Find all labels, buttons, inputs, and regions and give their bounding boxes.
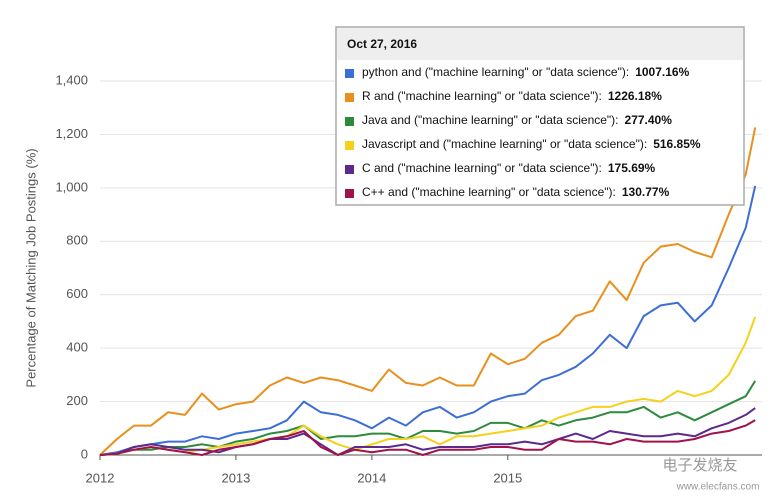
tooltip-value: 1007.16% bbox=[635, 65, 689, 79]
tooltip-value: 277.40% bbox=[625, 113, 673, 127]
tooltip-item: C and ("machine learning" or "data scien… bbox=[362, 161, 656, 175]
tooltip-swatch bbox=[345, 93, 354, 102]
y-tick-label: 600 bbox=[66, 286, 88, 301]
y-tick-label: 1,000 bbox=[55, 179, 88, 194]
tooltip-item: Java and ("machine learning" or "data sc… bbox=[362, 113, 672, 127]
x-tick-label: 2015 bbox=[493, 470, 522, 485]
series-line bbox=[99, 380, 757, 456]
x-tick-label: 2012 bbox=[86, 470, 115, 485]
tooltip-separator: : bbox=[626, 65, 629, 79]
x-tick-label: 2014 bbox=[357, 470, 386, 485]
tooltip-separator: : bbox=[644, 137, 647, 151]
series-line bbox=[99, 185, 757, 456]
tooltip-item: C++ and ("machine learning" or "data sci… bbox=[362, 185, 670, 199]
series-line bbox=[99, 127, 757, 456]
y-tick-label: 800 bbox=[66, 233, 88, 248]
tooltip-series-name: R and ("machine learning" or "data scien… bbox=[362, 89, 599, 103]
tooltip-item: python and ("machine learning" or "data … bbox=[362, 65, 690, 79]
tooltip-swatch bbox=[345, 141, 354, 150]
tooltip: Oct 27, 2016 python and ("machine learnin… bbox=[335, 26, 745, 206]
tooltip-value: 175.69% bbox=[608, 161, 656, 175]
tooltip-swatch bbox=[345, 69, 354, 78]
y-tick-label: 400 bbox=[66, 340, 88, 355]
y-tick-label: 0 bbox=[81, 446, 88, 461]
tooltip-separator: : bbox=[599, 161, 602, 175]
watermark-url: www.elecfans.com bbox=[676, 482, 760, 493]
tooltip-separator: : bbox=[615, 113, 618, 127]
tooltip-separator: : bbox=[613, 185, 616, 199]
tooltip-series-name: python and ("machine learning" or "data … bbox=[362, 65, 626, 79]
series-line bbox=[99, 407, 756, 456]
tooltip-value: 130.77% bbox=[622, 185, 670, 199]
watermark: 电子发烧友 bbox=[662, 457, 737, 474]
tooltip-swatch bbox=[345, 165, 354, 174]
tooltip-series-name: Java and ("machine learning" or "data sc… bbox=[362, 113, 615, 127]
tooltip-swatch bbox=[345, 189, 354, 198]
y-tick-label: 1,400 bbox=[55, 72, 88, 87]
tooltip-date: Oct 27, 2016 bbox=[347, 37, 417, 51]
tooltip-value: 1226.18% bbox=[608, 89, 662, 103]
tooltip-separator: : bbox=[599, 89, 602, 103]
tooltip-header bbox=[337, 28, 743, 60]
tooltip-series-name: C++ and ("machine learning" or "data sci… bbox=[362, 185, 613, 199]
tooltip-series-name: Javascript and ("machine learning" or "d… bbox=[362, 137, 644, 151]
y-tick-label: 1,200 bbox=[55, 126, 88, 141]
x-tick-label: 2013 bbox=[221, 470, 250, 485]
series-line bbox=[99, 419, 756, 456]
y-axis-label: Percentage of Matching Job Postings (%) bbox=[23, 148, 38, 387]
tooltip-item: R and ("machine learning" or "data scien… bbox=[362, 89, 662, 103]
series-line bbox=[99, 316, 757, 456]
tooltip-series-name: C and ("machine learning" or "data scien… bbox=[362, 161, 599, 175]
tooltip-swatch bbox=[345, 117, 354, 126]
y-tick-label: 200 bbox=[66, 393, 88, 408]
tooltip-item: Javascript and ("machine learning" or "d… bbox=[362, 137, 701, 151]
tooltip-value: 516.85% bbox=[653, 137, 701, 151]
